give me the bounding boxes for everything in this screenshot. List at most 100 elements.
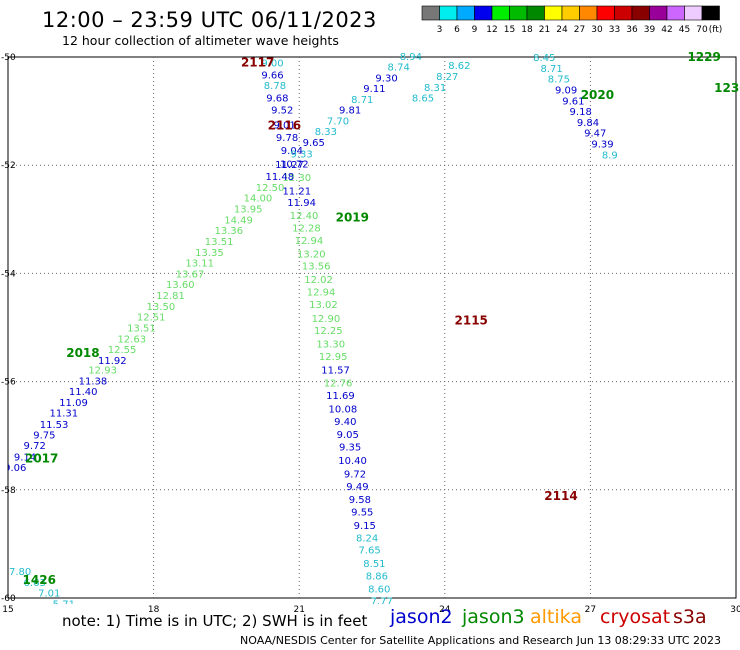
data-point-label: 10.40 — [338, 456, 367, 467]
data-point-label: 11.69 — [326, 391, 355, 402]
data-point-label: 12.94 — [295, 236, 324, 247]
data-point-label: 12.30 — [282, 173, 311, 184]
data-point-label: 8.65 — [412, 94, 434, 105]
legend-swatch — [596, 5, 615, 21]
data-point-label: 8.31 — [424, 83, 446, 94]
data-point-label: 8.74 — [388, 63, 410, 74]
pass-label: 1229 — [687, 50, 720, 64]
data-point-label: 9.33 — [290, 149, 312, 160]
data-point-label: 9.05 — [337, 430, 359, 441]
data-point-label: 8.33 — [315, 127, 337, 138]
data-point-label: 8.62 — [448, 61, 470, 72]
legend-bin-label: 30 — [591, 25, 603, 35]
data-point-label: 9.75 — [33, 431, 55, 442]
data-point-label: 11.53 — [40, 420, 69, 431]
data-point-label: 12.95 — [319, 352, 348, 363]
data-point-label: 11.94 — [287, 198, 316, 209]
data-point-label: 9.72 — [24, 441, 46, 452]
pass-label: 2019 — [336, 211, 369, 225]
x-tick-label: 15 — [2, 605, 13, 615]
legend-bin-label: 15 — [504, 25, 515, 35]
data-point-label: 9.01 — [274, 121, 296, 132]
chart-title: 12:00 – 23:59 UTC 06/11/2023 — [42, 8, 377, 32]
data-point-label: 7.70 — [327, 116, 349, 127]
y-tick-label: -58 — [1, 486, 16, 496]
data-point-label: 12.90 — [312, 314, 341, 325]
y-tick-label: -54 — [1, 269, 16, 279]
data-point-label: 11.38 — [79, 377, 108, 388]
pass-label: 2117 — [241, 55, 274, 69]
pass-label: 1426 — [23, 573, 56, 587]
data-point-label: 11.57 — [321, 366, 350, 377]
legend-swatch — [526, 5, 545, 21]
data-point-label: 12.81 — [156, 291, 185, 302]
legend-bin-label: 36 — [626, 25, 638, 35]
data-point-label: 13.51 — [127, 324, 156, 335]
data-point-label: 11.40 — [69, 387, 98, 398]
y-tick-label: -56 — [1, 378, 16, 388]
data-point-label: 9.65 — [303, 138, 325, 149]
legend-swatch — [666, 5, 685, 21]
pass-label: 2020 — [581, 88, 614, 102]
legend-bin-label: 42 — [661, 25, 672, 35]
pass-label: 2116 — [268, 119, 301, 133]
data-point-label: 13.30 — [316, 340, 345, 351]
legend-s3a: s3a — [673, 606, 707, 628]
pass-label: 2114 — [544, 489, 577, 503]
legend-jason2: jason2 — [390, 606, 453, 628]
data-point-label: 9.55 — [351, 507, 373, 518]
data-point-label: 8.71 — [351, 95, 373, 106]
legend-swatch — [631, 5, 650, 21]
legend-swatch — [544, 5, 563, 21]
data-point-label: 12.51 — [137, 313, 166, 324]
data-point-label: 9.81 — [339, 105, 361, 116]
y-tick-label: -60 — [1, 594, 16, 604]
data-point-label: 8.71 — [540, 64, 562, 75]
data-point-label: 12.94 — [307, 287, 336, 298]
data-point-label: 8.27 — [436, 72, 458, 83]
data-point-label: 9.39 — [591, 140, 613, 151]
legend-swatch — [701, 5, 720, 21]
legend-cryosat: cryosat — [600, 606, 671, 628]
footer-credit: NOAA/NESDIS Center for Satellite Applica… — [240, 634, 722, 647]
data-point-label: 7.01 — [38, 589, 60, 600]
legend-swatch — [491, 5, 510, 21]
data-point-label: 9.84 — [577, 118, 599, 129]
data-point-label: 13.51 — [205, 237, 234, 248]
x-tick-label: 21 — [293, 605, 304, 615]
data-point-label: 7.80 — [9, 567, 31, 578]
data-point-label: 9.78 — [276, 133, 298, 144]
legend-swatch — [614, 5, 633, 21]
data-point-label: 11.21 — [282, 187, 311, 198]
data-point-label: 9.18 — [570, 107, 592, 118]
data-point-label: 8.24 — [356, 533, 378, 544]
legend-bin-label: 18 — [521, 25, 533, 35]
pass-label: 1230 — [714, 81, 740, 95]
legend-bin-label: 45 — [679, 25, 690, 35]
x-tick-label: 27 — [585, 605, 596, 615]
legend-swatch — [649, 5, 668, 21]
legend-bin-label: 33 — [609, 25, 620, 35]
data-point-label: 12.28 — [292, 223, 321, 234]
data-point-label: 9.11 — [363, 84, 385, 95]
x-tick-label: 24 — [439, 605, 451, 615]
data-point-label: 12.55 — [108, 345, 137, 356]
x-tick-label: 30 — [730, 605, 740, 615]
data-point-label: 8.78 — [264, 81, 286, 92]
pass-label: 2017 — [25, 451, 58, 465]
data-point-label: 9.06 — [4, 463, 26, 474]
data-point-label: 9.09 — [555, 85, 577, 96]
legend-swatch — [509, 5, 528, 21]
data-point-label: 8.94 — [400, 52, 422, 63]
data-point-label: 10.72 — [280, 160, 309, 171]
y-tick-label: -50 — [1, 53, 16, 63]
data-point-label: 12.25 — [314, 326, 343, 337]
data-point-label: 12.50 — [256, 183, 285, 194]
footer-note: note: 1) Time is in UTC; 2) SWH is in fe… — [62, 612, 368, 630]
data-point-label: 13.36 — [215, 226, 244, 237]
data-point-label: 13.56 — [302, 261, 331, 272]
legend-bin-label: 21 — [539, 25, 550, 35]
data-point-label: 13.35 — [195, 248, 224, 259]
data-point-label: 5.71 — [53, 599, 75, 610]
